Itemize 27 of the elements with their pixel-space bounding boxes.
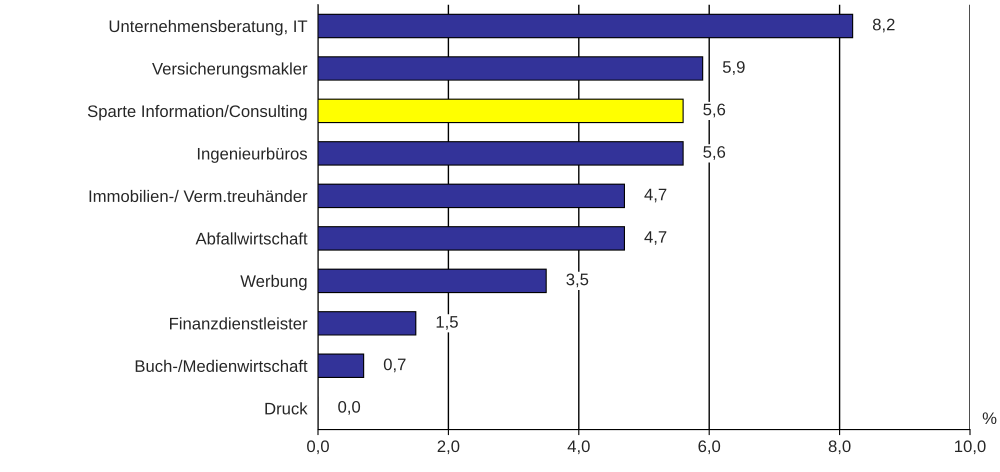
data-label: 5,9 xyxy=(722,61,745,75)
x-tick-label: 6,0 xyxy=(698,440,720,454)
y-tick-label: Unternehmensberatung, IT xyxy=(110,20,308,36)
data-label: 3,5 xyxy=(566,274,588,288)
data-label: 1,5 xyxy=(436,316,458,330)
y-tick-label: Druck xyxy=(265,402,308,414)
y-tick-label: Versicherungsmakler xyxy=(152,62,308,78)
y-tick-label: Sparte Information/Consulting xyxy=(88,104,307,120)
data-label: 4,7 xyxy=(644,231,666,245)
y-tick-label: Finanzdienstleister xyxy=(170,317,308,330)
data-label: 4,7 xyxy=(644,188,666,202)
x-tick-label: 0,0 xyxy=(307,440,329,454)
data-label: 5,6 xyxy=(703,104,726,118)
y-tick-label: Buch-/Medienwirtschaft xyxy=(136,360,308,372)
x-tick-label: 10,0 xyxy=(955,440,986,454)
y-tick-label: Immobilien-/ Verm.treuhänder xyxy=(90,190,308,202)
x-axis-title: % xyxy=(982,412,996,424)
y-tick-label: Werbung xyxy=(240,274,307,290)
data-label: 0,0 xyxy=(338,400,360,415)
data-label: 5,6 xyxy=(703,146,726,160)
x-tick-label: 4,0 xyxy=(568,440,590,454)
y-tick-label: Abfallwirtschaft xyxy=(196,232,308,245)
y-tick-label: Ingenieurbüros xyxy=(198,147,307,163)
data-label: 8,2 xyxy=(872,18,895,32)
x-tick-label: 8,0 xyxy=(828,440,851,454)
data-label: 0,7 xyxy=(384,358,406,372)
x-tick-label: 2,0 xyxy=(438,440,460,454)
